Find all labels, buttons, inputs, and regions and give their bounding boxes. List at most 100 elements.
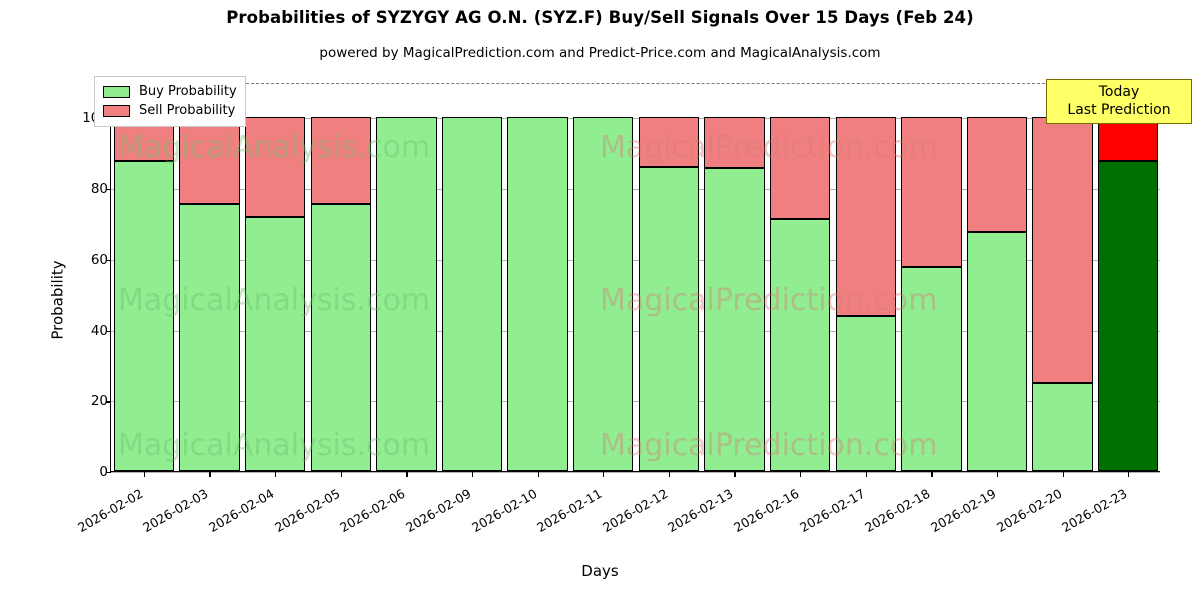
x-tick-mark bbox=[340, 472, 342, 477]
x-tick-mark bbox=[800, 472, 802, 477]
bar-segment-buy bbox=[769, 218, 831, 471]
y-gridline bbox=[111, 189, 1160, 191]
x-tick-label: 2026-02-02 bbox=[74, 485, 146, 536]
x-tick-label: 2026-02-19 bbox=[928, 485, 999, 536]
x-tick-label: 2026-02-10 bbox=[468, 485, 540, 536]
bar-2026-02-19[interactable] bbox=[966, 117, 1028, 471]
bar-2026-02-12[interactable] bbox=[638, 117, 699, 471]
chart-legend: Buy Probability Sell Probability bbox=[94, 76, 246, 127]
bar-2026-02-04[interactable] bbox=[244, 117, 306, 471]
x-tick-mark bbox=[603, 472, 605, 477]
y-gridline bbox=[111, 118, 1160, 120]
x-tick-label: 2026-02-18 bbox=[862, 485, 933, 536]
bar-segment-sell bbox=[638, 117, 699, 168]
bar-2026-02-02[interactable] bbox=[113, 117, 174, 471]
x-tick-label: 2026-02-16 bbox=[731, 485, 802, 536]
x-tick-label: 2026-02-04 bbox=[206, 485, 277, 536]
bar-segment-buy bbox=[244, 217, 306, 471]
y-gridline bbox=[111, 472, 1160, 473]
legend-item-buy[interactable]: Buy Probability bbox=[103, 82, 237, 101]
x-tick-label: 2026-02-06 bbox=[337, 485, 408, 536]
y-tick-mark bbox=[106, 189, 111, 191]
y-gridline bbox=[111, 259, 1160, 261]
bar-2026-02-05[interactable] bbox=[310, 117, 371, 471]
x-tick-mark bbox=[471, 472, 474, 477]
chart-title: Probabilities of SYZYGY AG O.N. (SYZ.F) … bbox=[226, 8, 974, 27]
y-gridline bbox=[111, 330, 1160, 332]
bar-2026-02-23[interactable] bbox=[1098, 117, 1159, 471]
legend-label-buy: Buy Probability bbox=[139, 84, 237, 99]
legend-swatch-buy-icon bbox=[103, 85, 130, 98]
bar-segment-sell bbox=[179, 117, 240, 205]
bar-segment-buy bbox=[113, 161, 174, 471]
x-tick-mark bbox=[275, 472, 277, 477]
today-annotation-line1: Today bbox=[1098, 84, 1140, 100]
x-tick-mark bbox=[209, 472, 211, 477]
bar-2026-02-10[interactable] bbox=[507, 117, 568, 471]
y-tick-label: 80 bbox=[90, 181, 108, 198]
bar-segment-buy bbox=[376, 117, 437, 471]
x-tick-mark bbox=[865, 472, 867, 477]
legend-swatch-sell-icon bbox=[103, 104, 130, 117]
bar-2026-02-09[interactable] bbox=[441, 117, 503, 471]
bar-2026-02-18[interactable] bbox=[901, 117, 962, 471]
bar-segment-sell bbox=[1098, 117, 1159, 162]
bar-2026-02-20[interactable] bbox=[1032, 117, 1093, 471]
y-tick-mark bbox=[106, 259, 111, 262]
plot-area: 0204060801002026-02-022026-02-032026-02-… bbox=[75, 76, 1160, 535]
x-tick-label: 2026-02-23 bbox=[1059, 485, 1130, 536]
today-annotation: Today Last Prediction bbox=[1046, 79, 1192, 124]
x-tick-mark bbox=[668, 472, 671, 477]
legend-item-sell[interactable]: Sell Probability bbox=[103, 101, 237, 120]
bar-2026-02-03[interactable] bbox=[179, 117, 240, 471]
x-tick-label: 2026-02-11 bbox=[534, 485, 605, 536]
x-tick-mark bbox=[1062, 472, 1064, 477]
x-tick-mark bbox=[996, 472, 999, 477]
bar-segment-buy bbox=[310, 204, 371, 471]
bar-segment-sell bbox=[1032, 117, 1093, 384]
y-tick-label: 0 bbox=[99, 464, 108, 480]
threshold-line bbox=[111, 83, 1160, 85]
bar-segment-buy bbox=[1098, 161, 1159, 471]
bar-2026-02-06[interactable] bbox=[376, 117, 437, 471]
y-tick-label: 40 bbox=[90, 322, 108, 339]
y-gridline bbox=[111, 401, 1160, 403]
bar-segment-sell bbox=[769, 117, 831, 219]
bar-2026-02-17[interactable] bbox=[835, 117, 896, 471]
bar-segment-sell bbox=[244, 117, 306, 218]
bar-segment-buy bbox=[179, 204, 240, 471]
y-tick-mark bbox=[106, 472, 111, 474]
bar-segment-sell bbox=[901, 117, 962, 267]
today-annotation-line2: Last Prediction bbox=[1067, 102, 1171, 118]
bar-segment-buy bbox=[835, 316, 896, 471]
y-tick-mark bbox=[106, 330, 111, 332]
legend-label-sell: Sell Probability bbox=[139, 103, 236, 118]
x-tick-mark bbox=[537, 472, 539, 477]
bar-segment-buy bbox=[507, 117, 568, 471]
x-tick-label: 2026-02-12 bbox=[599, 485, 671, 536]
bar-segment-buy bbox=[966, 231, 1028, 471]
y-tick-label: 60 bbox=[90, 251, 108, 268]
y-tick-label: 20 bbox=[90, 393, 108, 410]
x-tick-label: 2026-02-05 bbox=[271, 485, 343, 536]
bar-segment-buy bbox=[573, 117, 634, 471]
bar-2026-02-11[interactable] bbox=[573, 117, 634, 471]
bar-segment-buy bbox=[441, 117, 503, 471]
bar-segment-sell bbox=[966, 117, 1028, 232]
y-tick-mark bbox=[106, 401, 111, 403]
x-tick-mark bbox=[734, 472, 736, 477]
bar-segment-buy bbox=[1032, 383, 1093, 471]
x-tick-label: 2026-02-03 bbox=[140, 485, 212, 536]
x-tick-label: 2026-02-20 bbox=[993, 485, 1065, 536]
x-axis-label: Days bbox=[581, 562, 619, 580]
x-tick-label: 2026-02-17 bbox=[796, 485, 868, 536]
chart-subtitle: powered by MagicalPrediction.com and Pre… bbox=[319, 45, 881, 61]
bar-segment-sell bbox=[310, 117, 371, 205]
bar-segment-buy bbox=[638, 167, 699, 471]
bar-segment-sell bbox=[704, 117, 765, 168]
bar-2026-02-16[interactable] bbox=[769, 117, 831, 471]
x-tick-mark bbox=[406, 472, 408, 477]
x-tick-mark bbox=[1128, 472, 1130, 477]
bar-2026-02-13[interactable] bbox=[704, 117, 765, 471]
